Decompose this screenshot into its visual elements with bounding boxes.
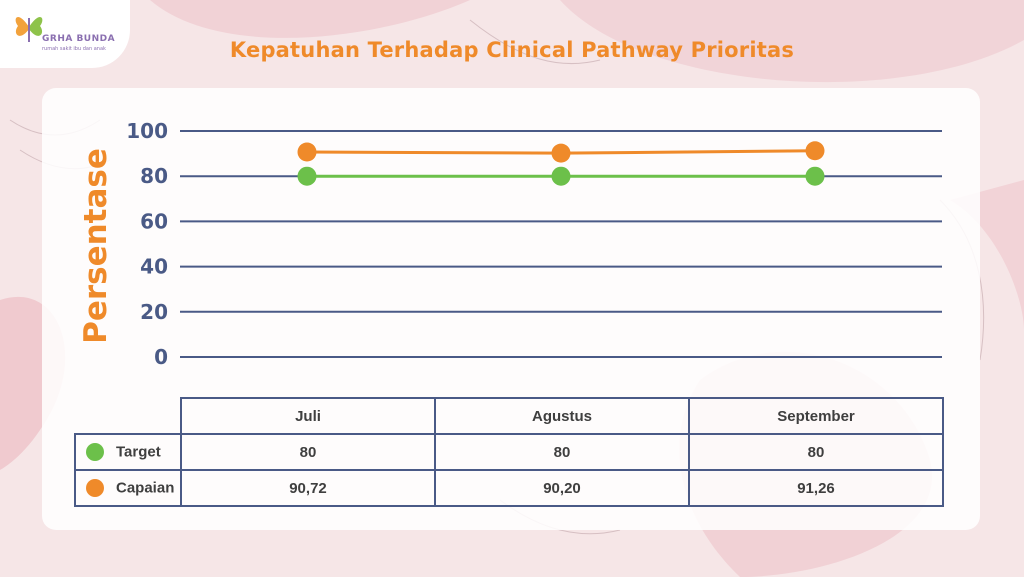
data-point-target [805, 166, 825, 186]
data-point-capaian [551, 143, 571, 163]
legend-capaian: Capaian [74, 469, 182, 507]
table-cell: 90,20 [434, 469, 690, 507]
table-cell: 80 [688, 433, 944, 471]
legend-label-target: Target [116, 443, 161, 461]
table-row: Capaian 90,72 90,20 91,26 [74, 469, 944, 507]
y-tick-label: 80 [140, 164, 168, 188]
y-tick-label: 0 [154, 345, 168, 369]
table-header-cell: September [688, 397, 944, 435]
table-cell: 90,72 [180, 469, 436, 507]
data-point-capaian [297, 142, 317, 162]
y-tick-label: 100 [126, 119, 168, 143]
data-point-target [297, 166, 317, 186]
y-tick-label: 40 [140, 255, 168, 279]
y-tick-label: 60 [140, 209, 168, 233]
legend-label-capaian: Capaian [116, 479, 175, 497]
data-point-capaian [805, 141, 825, 161]
logo-tagline: rumah sakit ibu dan anak [42, 46, 106, 52]
data-point-target [551, 166, 571, 186]
logo: GRHA BUNDA rumah sakit ibu dan anak [0, 0, 130, 68]
table-header-row: Juli Agustus September [75, 397, 944, 435]
legend-marker-target [86, 443, 104, 462]
butterfly-logo-icon [15, 16, 43, 42]
table-header-cell: Juli [180, 397, 436, 435]
legend-marker-capaian [86, 479, 104, 498]
legend-target: Target [74, 433, 182, 471]
logo-name: GRHA BUNDA [42, 34, 116, 44]
table-cell: 80 [434, 433, 690, 471]
chart-title: Kepatuhan Terhadap Clinical Pathway Prio… [229, 38, 795, 62]
table-row: Target 80 80 80 [74, 433, 944, 471]
table-cell: 80 [180, 433, 436, 471]
table-corner-cell [75, 398, 182, 435]
table-cell: 91,26 [688, 469, 944, 507]
data-table: Juli Agustus September Target 80 80 80 C… [74, 397, 944, 507]
y-tick-label: 20 [140, 300, 168, 324]
table-header-cell: Agustus [434, 397, 690, 435]
